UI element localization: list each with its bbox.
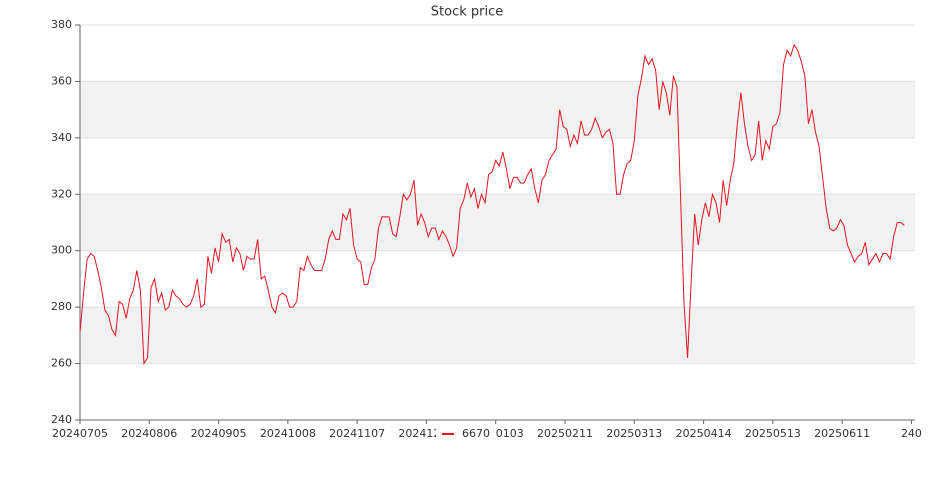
legend-label: 6670 — [462, 427, 490, 440]
grid-band — [80, 307, 915, 364]
line-series — [79, 43, 905, 366]
y-tick-label: 340 — [51, 131, 72, 144]
y-tick-label: 280 — [51, 300, 72, 313]
grid-band — [80, 81, 915, 138]
y-tick-label: 260 — [51, 357, 72, 370]
x-tick-label: 20250611 — [814, 427, 870, 440]
x-tick-label: 20240705 — [52, 427, 108, 440]
x-tick-label: 240 — [901, 427, 922, 440]
y-tick-label: 300 — [51, 244, 72, 257]
x-tick-label: 20250313 — [606, 427, 662, 440]
y-tick-label: 380 — [51, 18, 72, 31]
x-tick-label: 20250211 — [537, 427, 593, 440]
x-tick-label: 20240806 — [121, 427, 177, 440]
y-tick-label: 360 — [51, 74, 72, 87]
y-tick-label: 320 — [51, 187, 72, 200]
y-tick-label: 240 — [51, 413, 72, 426]
x-tick-label: 20250513 — [745, 427, 801, 440]
x-tick-label: 20250414 — [676, 427, 732, 440]
chart-title: Stock price — [431, 5, 503, 20]
grid-band — [80, 194, 915, 251]
x-tick-label: 20240905 — [191, 427, 247, 440]
legend-box — [436, 426, 496, 442]
x-tick-label: 20241107 — [329, 427, 385, 440]
x-tick-label: 20241008 — [260, 427, 316, 440]
